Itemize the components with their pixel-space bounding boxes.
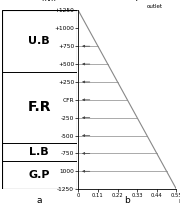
- Text: G.P: G.P: [28, 170, 50, 180]
- Text: L.B: L.B: [29, 147, 49, 157]
- Text: mm: mm: [41, 0, 56, 3]
- Text: MPa: MPa: [178, 199, 180, 204]
- Text: a: a: [36, 196, 42, 205]
- Text: outlet: outlet: [147, 4, 163, 9]
- Text: F.R: F.R: [27, 100, 51, 114]
- Text: b: b: [125, 196, 130, 205]
- Text: $P$: $P$: [135, 0, 142, 3]
- Text: U.B: U.B: [28, 36, 50, 46]
